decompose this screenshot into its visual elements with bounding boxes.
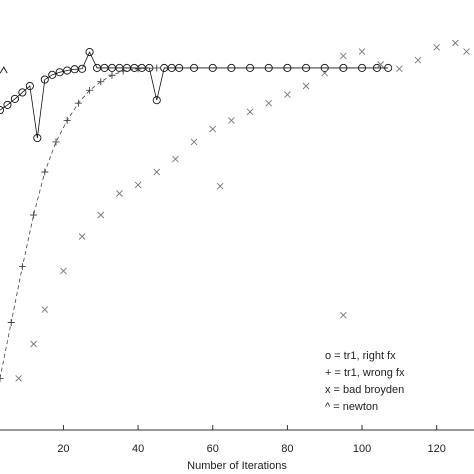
x-axis-label: Number of Iterations bbox=[187, 460, 287, 472]
marker-x bbox=[452, 39, 459, 47]
marker-plus bbox=[119, 67, 127, 75]
marker-plus bbox=[86, 86, 94, 94]
marker-plus bbox=[52, 138, 60, 146]
legend-entry: o = tr1, right fx bbox=[325, 350, 396, 362]
marker-circle bbox=[227, 63, 236, 72]
marker-x bbox=[172, 155, 179, 163]
series-line bbox=[0, 51, 389, 139]
marker-plus bbox=[30, 211, 38, 219]
marker-x bbox=[246, 108, 254, 116]
marker-x bbox=[30, 340, 37, 348]
marker-x bbox=[433, 43, 440, 51]
marker-plus bbox=[97, 78, 105, 86]
marker-triangle bbox=[0, 66, 8, 74]
marker-x bbox=[340, 311, 347, 319]
marker-x bbox=[209, 125, 217, 133]
marker-plus bbox=[153, 64, 161, 72]
marker-circle bbox=[339, 63, 348, 72]
marker-x bbox=[396, 65, 403, 73]
marker-circle bbox=[384, 63, 393, 72]
marker-circle bbox=[33, 133, 42, 143]
marker-circle bbox=[264, 63, 273, 72]
marker-plus bbox=[74, 99, 82, 107]
marker-x bbox=[60, 267, 67, 275]
marker-circle bbox=[320, 63, 329, 72]
marker-x bbox=[265, 99, 273, 107]
marker-circle bbox=[40, 75, 49, 84]
x-tick-label: 80 bbox=[281, 443, 293, 455]
x-tick-label: 40 bbox=[132, 443, 144, 455]
marker-circle bbox=[0, 106, 5, 115]
x-tick-label: 20 bbox=[57, 443, 69, 455]
marker-x bbox=[340, 52, 347, 60]
marker-x bbox=[463, 48, 470, 55]
series-line bbox=[0, 67, 157, 379]
marker-circle bbox=[246, 63, 255, 72]
marker-x bbox=[321, 69, 329, 77]
marker-circle bbox=[85, 47, 94, 57]
marker-circle bbox=[10, 94, 19, 103]
marker-circle bbox=[152, 96, 161, 105]
marker-circle bbox=[208, 63, 217, 72]
legend-entry: x = bad broyden bbox=[325, 384, 404, 396]
marker-circle bbox=[55, 68, 64, 77]
marker-x bbox=[134, 181, 142, 189]
marker-circle bbox=[3, 100, 12, 109]
marker-circle bbox=[357, 63, 367, 72]
marker-x bbox=[15, 375, 22, 382]
marker-x bbox=[97, 211, 105, 219]
marker-circle bbox=[283, 63, 292, 72]
legend-entry: + = tr1, wrong fx bbox=[325, 367, 405, 379]
marker-plus bbox=[7, 319, 15, 326]
marker-circle bbox=[25, 81, 34, 91]
marker-x bbox=[78, 233, 86, 240]
marker-x bbox=[284, 91, 291, 98]
marker-plus bbox=[18, 263, 26, 271]
marker-x bbox=[41, 306, 49, 313]
marker-x bbox=[116, 190, 123, 197]
marker-plus bbox=[41, 168, 49, 176]
marker-x bbox=[302, 82, 310, 90]
x-tick-label: 100 bbox=[353, 443, 371, 455]
x-tick-label: 120 bbox=[427, 443, 445, 455]
marker-circle bbox=[372, 63, 382, 72]
marker-x bbox=[377, 61, 385, 68]
marker-circle bbox=[301, 63, 311, 72]
marker-x bbox=[190, 138, 198, 146]
marker-x bbox=[228, 117, 235, 124]
legend-entry: ^ = newton bbox=[325, 401, 378, 413]
marker-circle bbox=[18, 88, 27, 97]
marker-circle bbox=[175, 63, 184, 72]
marker-x bbox=[358, 48, 366, 55]
x-tick-label: 60 bbox=[207, 443, 219, 455]
marker-circle bbox=[78, 64, 87, 73]
marker-plus bbox=[63, 116, 71, 124]
marker-x bbox=[414, 56, 422, 64]
marker-x bbox=[216, 182, 224, 190]
marker-circle bbox=[48, 70, 57, 79]
marker-circle bbox=[63, 66, 72, 75]
marker-circle bbox=[190, 63, 199, 72]
marker-plus bbox=[134, 65, 142, 73]
marker-x bbox=[153, 168, 161, 176]
marker-plus bbox=[0, 374, 4, 382]
marker-plus bbox=[108, 71, 116, 79]
